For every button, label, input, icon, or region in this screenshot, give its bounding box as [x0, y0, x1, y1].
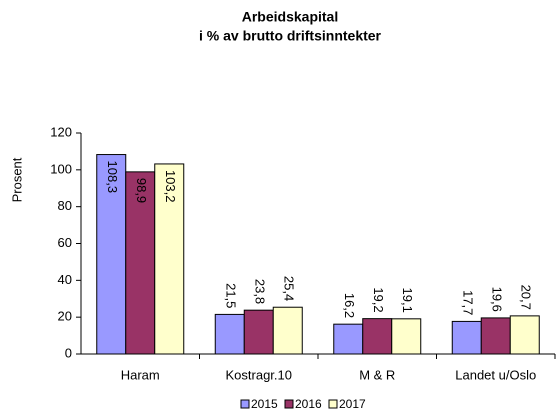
y-tick-label: 20 — [58, 309, 72, 324]
value-label: 20,7 — [518, 285, 533, 310]
legend-label: 2017 — [339, 397, 366, 411]
legend-swatch — [284, 399, 294, 409]
value-label: 19,2 — [371, 287, 386, 312]
x-tick-label: M & R — [359, 367, 395, 382]
bar — [154, 163, 185, 355]
value-label: 16,2 — [342, 293, 357, 318]
value-label: 103,2 — [163, 170, 178, 203]
legend-label: 2016 — [295, 397, 322, 411]
chart-subtitle: i % av brutto driftsinntekter — [199, 28, 382, 44]
bar — [509, 315, 540, 355]
x-tick-label: Kostragr.10 — [226, 367, 293, 382]
bar — [480, 317, 511, 355]
y-tick-label: 40 — [58, 272, 72, 287]
y-tick-label: 60 — [58, 235, 72, 250]
y-tick-label: 0 — [65, 345, 72, 360]
value-label: 17,7 — [460, 290, 475, 315]
bar — [214, 313, 245, 355]
legend-swatch — [240, 399, 250, 409]
value-label: 25,4 — [281, 276, 296, 301]
bar — [451, 320, 482, 355]
y-axis-label: Prosent — [9, 157, 24, 202]
y-tick-label: 100 — [50, 161, 72, 176]
y-tick-label: 80 — [58, 198, 72, 213]
value-label: 23,8 — [252, 279, 267, 304]
bar — [362, 318, 393, 355]
bar — [333, 323, 364, 355]
y-tick-label: 120 — [50, 124, 72, 139]
value-label: 108,3 — [105, 161, 120, 194]
value-label: 21,5 — [223, 283, 238, 308]
bar — [243, 309, 274, 355]
x-tick-label: Haram — [121, 367, 160, 382]
value-label: 19,6 — [489, 287, 504, 312]
legend-label: 2015 — [251, 397, 278, 411]
value-label: 19,1 — [400, 288, 415, 313]
x-tick-label: Landet u/Oslo — [455, 367, 536, 382]
chart-title: Arbeidskapital — [242, 9, 338, 25]
bar — [272, 306, 303, 355]
legend-swatch — [328, 399, 338, 409]
bar — [125, 171, 156, 355]
bar — [391, 318, 422, 355]
value-label: 98,9 — [134, 178, 149, 203]
